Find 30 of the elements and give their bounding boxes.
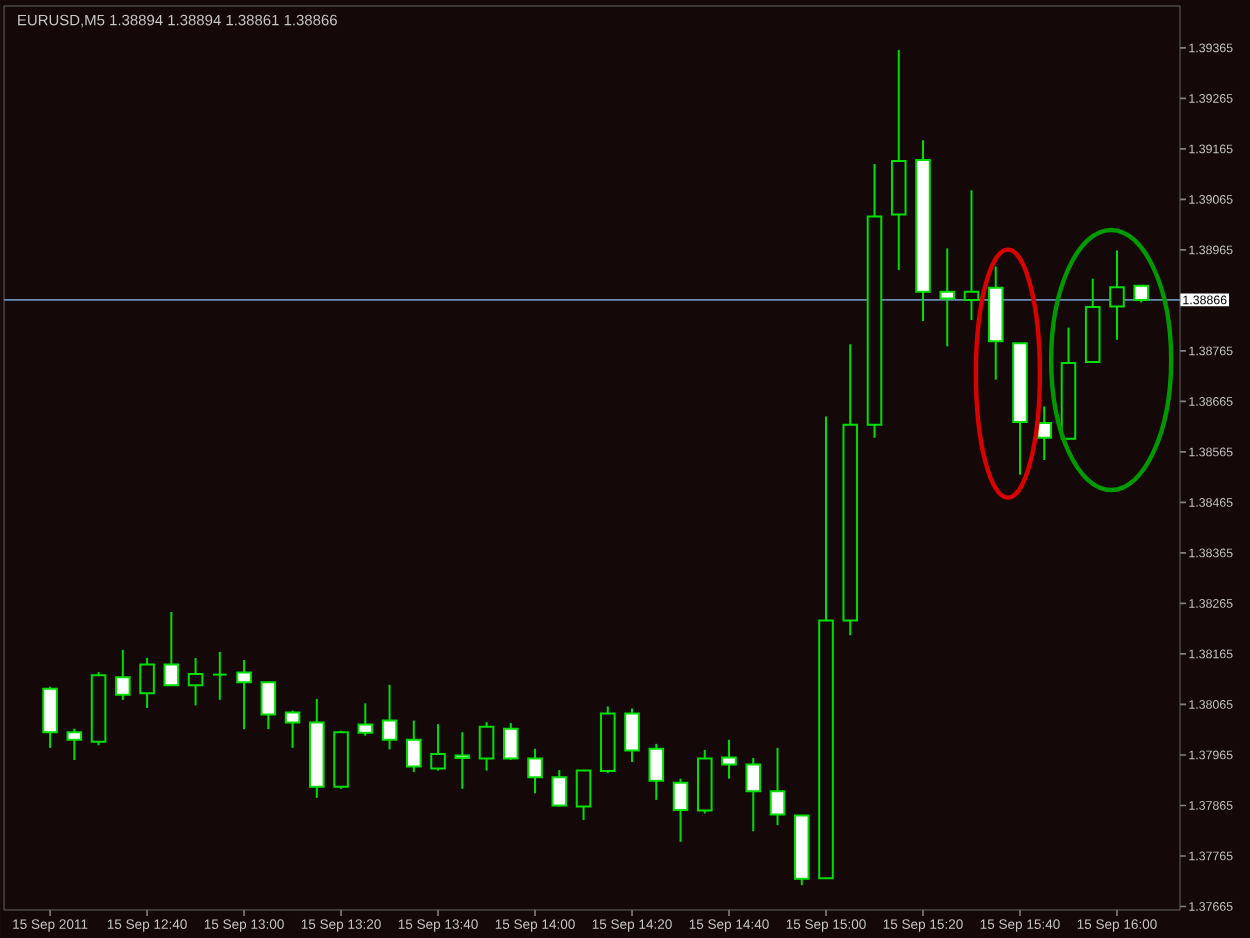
candlestick bbox=[357, 702, 374, 737]
candlestick bbox=[381, 683, 398, 751]
candlestick bbox=[236, 658, 252, 731]
candlestick bbox=[139, 656, 155, 709]
candlestick bbox=[430, 723, 446, 772]
candlestick bbox=[527, 747, 543, 795]
candlestick bbox=[963, 189, 980, 322]
candlestick bbox=[187, 656, 204, 707]
candlestick bbox=[503, 722, 519, 761]
candlestick bbox=[672, 777, 689, 843]
candlestick bbox=[406, 719, 422, 774]
candlestick bbox=[939, 247, 956, 348]
candlestick bbox=[212, 650, 228, 701]
candlestick bbox=[66, 727, 83, 761]
candlestick bbox=[284, 709, 301, 749]
candlestick bbox=[769, 746, 786, 827]
candlestick bbox=[721, 738, 737, 780]
candlestick bbox=[115, 648, 131, 701]
candlestick bbox=[624, 707, 640, 763]
candlestick bbox=[163, 611, 180, 687]
candlestick bbox=[648, 742, 665, 801]
candlestick bbox=[1109, 249, 1125, 341]
candlestick bbox=[551, 769, 568, 808]
candlestick bbox=[260, 681, 277, 731]
candlestick bbox=[478, 721, 495, 772]
candlestick bbox=[42, 685, 58, 749]
candlestick bbox=[745, 756, 762, 833]
candlestick bbox=[575, 769, 592, 822]
candlestick bbox=[454, 731, 471, 790]
candlestick bbox=[1036, 405, 1053, 461]
